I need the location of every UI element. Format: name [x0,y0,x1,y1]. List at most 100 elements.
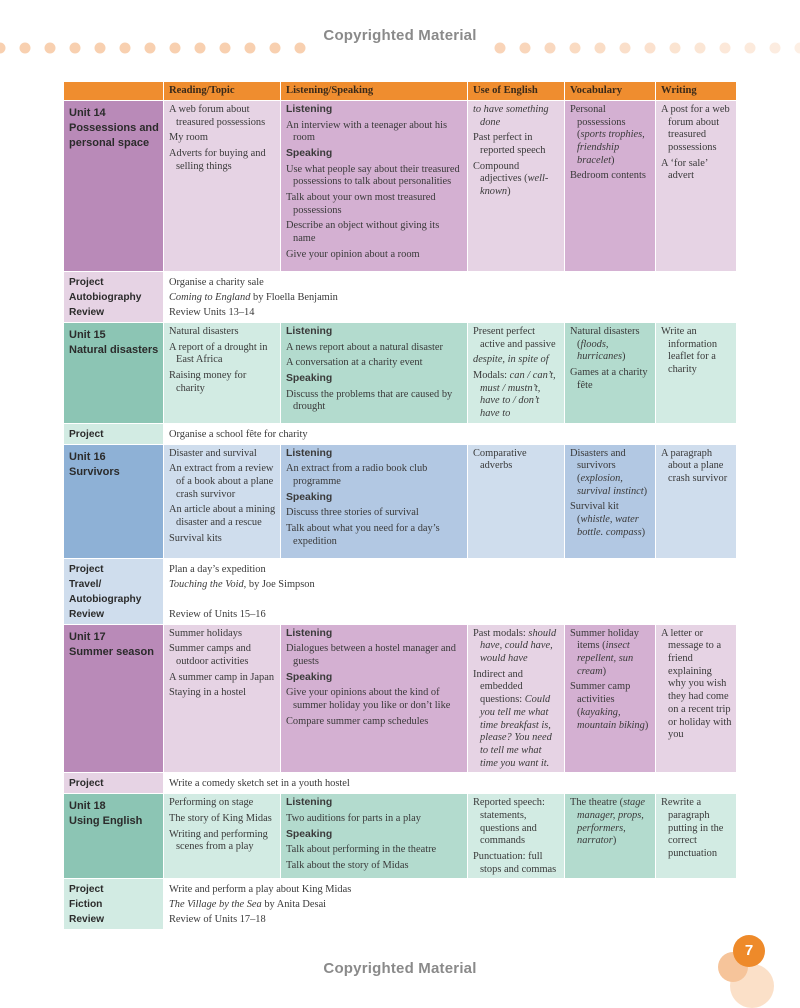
text-run: Past perfect in reported speech [473,132,545,156]
decorative-dot [595,43,606,54]
decorative-dot [770,43,781,54]
speaking-item: Describe an object without giving its na… [286,220,463,245]
decorative-dot [70,43,81,54]
decorative-dot-row [0,40,800,56]
unit-title-line: Unit 18 [69,799,159,814]
text-run: kayaking, mountain biking [577,707,645,731]
english-item: Punctuation: full stops and commas [473,851,560,876]
reading-item: An article about a mining disaster and a… [169,504,276,529]
writing-cell: A paragraph about a plane crash survivor [656,445,737,559]
header-writing: Writing [656,82,737,101]
writing-cell: Write an information leaflet for a chari… [656,323,737,424]
reading-item: Performing on stage [169,797,276,810]
project-line: The Village by the Sea by Anita Desai [169,897,732,912]
vocabulary-item: Games at a charity fête [570,367,651,392]
decorative-dot [245,43,256,54]
writing-item: A letter or message to a friend explaini… [661,628,732,742]
english-item: to have something done [473,104,560,129]
listening-subheading: Listening [286,628,463,641]
decorative-dot [195,43,206,54]
text-run: ) [603,666,606,677]
vocabulary-item: Survival kit (whistle, water bottle. com… [570,501,651,539]
english-item: Comparative adverbs [473,448,560,473]
speaking-item: Compare summer camp schedules [286,716,463,729]
speaking-item: Give your opinions about the kind of sum… [286,687,463,712]
listening-item: Two auditions for parts in a play [286,813,463,826]
speaking-subheading: Speaking [286,373,463,386]
text-run: Write a comedy sketch set in a youth hos… [169,778,350,789]
project-label: Review [69,912,159,927]
reading-item: Disaster and survival [169,448,276,461]
text-run: Coming to England [169,292,250,303]
project-label: Project [69,776,159,791]
decorative-dot [220,43,231,54]
reading-topic-cell: Performing on stage The story of King Mid… [164,794,281,879]
header-row: Reading/Topic Listening/Speaking Use of … [64,82,737,101]
text-run: Bedroom contents [570,170,646,181]
text-run: despite, in spite of [473,354,549,365]
header-use-of-english: Use of English [468,82,565,101]
header-vocabulary: Vocabulary [565,82,656,101]
reading-item: A summer camp in Japan [169,672,276,685]
speaking-item: Talk about what you need for a day’s exp… [286,523,463,548]
project-labels-cell: Project [64,773,164,794]
project-labels-cell: Project [64,424,164,445]
project-label: Project [69,427,159,442]
text-run: Review of Units 15–16 [169,609,266,620]
unit-title-line: Survivors [69,465,159,480]
decorative-dot [295,43,306,54]
decorative-dot [695,43,706,54]
reading-item: The story of King Midas [169,813,276,826]
speaking-subheading: Speaking [286,829,463,842]
text-run: The Village by the Sea [169,899,262,910]
writing-cell: A letter or message to a friend explaini… [656,625,737,774]
listening-speaking-cell: Listening Two auditions for parts in a pl… [281,794,468,879]
reading-item: My room [169,132,276,145]
writing-item: Rewrite a paragraph putting in the corre… [661,797,732,860]
text-run: Organise a charity sale [169,277,264,288]
speaking-item: Use what people say about their treasure… [286,164,463,189]
speaking-item: Discuss the problems that are caused by … [286,389,463,414]
reading-item: Survival kits [169,533,276,546]
text-run: ) [613,835,616,846]
decorative-dot [620,43,631,54]
use-of-english-cell: to have something done Past perfect in re… [468,101,565,272]
listening-subheading: Listening [286,326,463,339]
unit-title-line: Natural disasters [69,343,159,358]
project-label: Travel/ [69,577,159,592]
project-label: Autobiography [69,592,159,607]
project-line: Write and perform a play about King Mida… [169,882,732,897]
listening-subheading: Listening [286,797,463,810]
project-line [169,592,732,607]
reading-item: A web forum about treasured possessions [169,104,276,129]
decorative-dot [520,43,531,54]
vocabulary-item: Bedroom contents [570,170,651,183]
english-item: Indirect and embedded questions: Could y… [473,669,560,771]
reading-item: Summer camps and outdoor activities [169,643,276,668]
vocabulary-item: Summer camp activities (kayaking, mounta… [570,681,651,732]
decorative-dot [120,43,131,54]
text-run: Review of Units 17–18 [169,914,266,925]
unit-title-line: Unit 16 [69,450,159,465]
writing-cell: Rewrite a paragraph putting in the corre… [656,794,737,879]
unit-title-line: Unit 15 [69,328,159,343]
reading-item: Raising money for charity [169,370,276,395]
project-line: Organise a charity sale [169,275,732,290]
speaking-item: Discuss three stories of survival [286,507,463,520]
speaking-item: Talk about your own most treasured posse… [286,192,463,217]
text-run: ) [642,527,645,538]
reading-item: An extract from a review of a book about… [169,463,276,501]
decorative-dot [20,43,31,54]
